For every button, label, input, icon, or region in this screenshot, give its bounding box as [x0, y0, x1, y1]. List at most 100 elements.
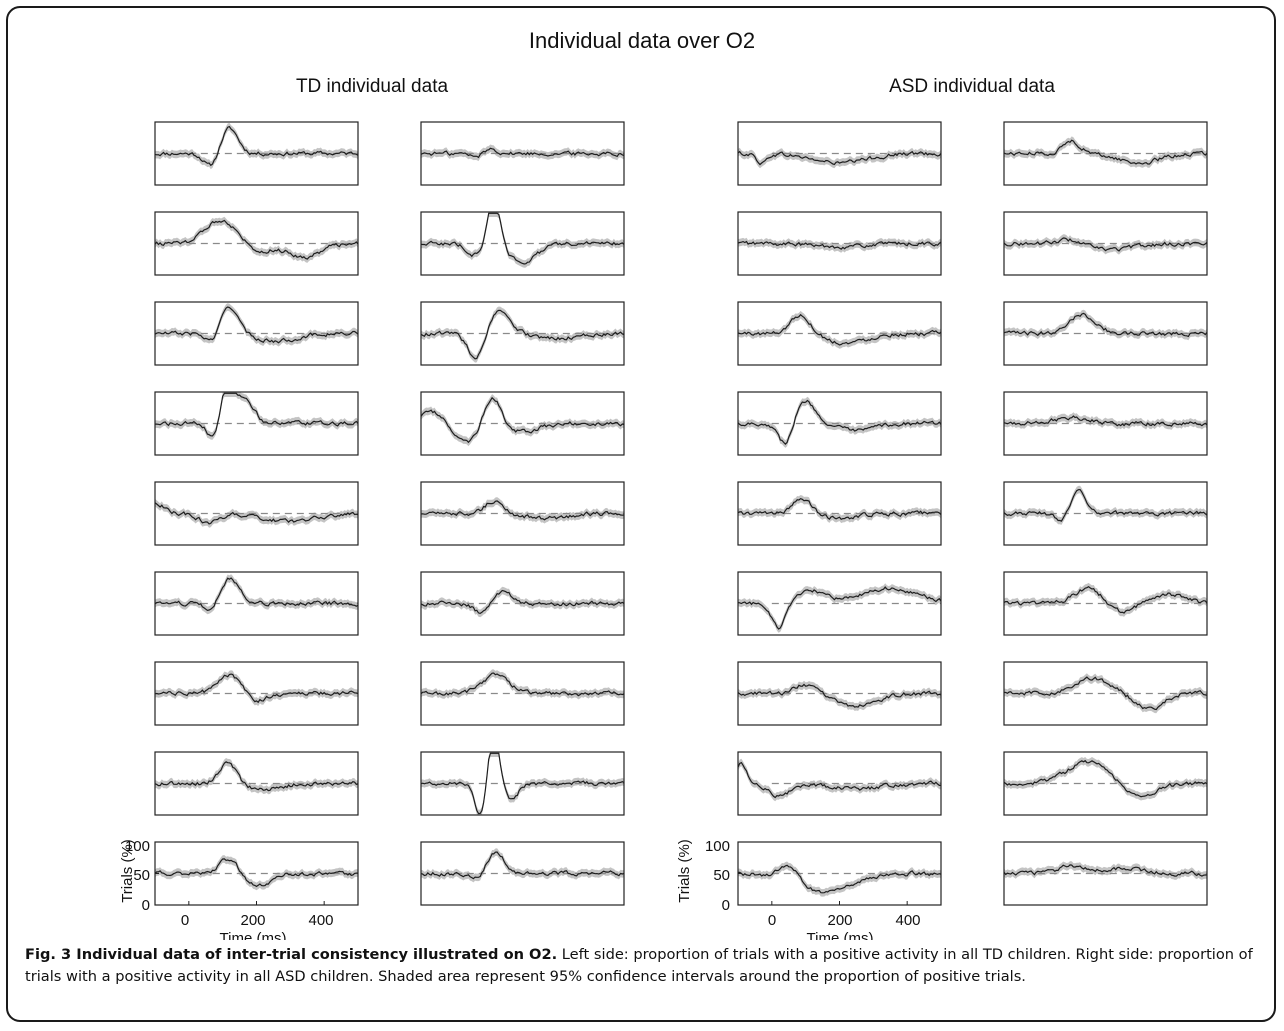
- panel-box: [737, 661, 942, 726]
- series-line: [420, 672, 625, 697]
- series-line: [154, 673, 359, 704]
- series-line: [1003, 312, 1208, 338]
- panel-asd-14: [1003, 661, 1208, 726]
- panel-asd-15: [737, 751, 942, 816]
- panel-asd-13: [737, 661, 942, 726]
- panel-box: [737, 751, 942, 816]
- series-line: [737, 498, 942, 521]
- series-line: [154, 125, 359, 167]
- panel-td-17: [154, 841, 359, 906]
- asd-ytick-50: 50: [713, 867, 730, 884]
- panel-td-2: [420, 121, 625, 186]
- series-line: [154, 577, 359, 612]
- panel-box: [737, 391, 942, 456]
- panel-td-12: [420, 571, 625, 636]
- series-line: [1003, 759, 1208, 798]
- panel-td-13: [154, 661, 359, 726]
- confidence-band: [421, 497, 624, 524]
- panel-box: [1003, 121, 1208, 186]
- confidence-band: [1004, 757, 1207, 801]
- series-line: [154, 858, 358, 888]
- panel-asd-7: [737, 391, 942, 456]
- panel-td-18: [420, 841, 625, 906]
- td-xtick-0: 0: [181, 912, 189, 929]
- series-line: [420, 396, 625, 444]
- panel-box: [154, 211, 359, 276]
- series-line: [737, 761, 941, 799]
- asd-ytick-0: 0: [722, 897, 730, 914]
- confidence-band: [155, 758, 358, 795]
- panel-td-11: [154, 571, 359, 636]
- panel-box: [154, 571, 359, 636]
- figure-caption: Fig. 3 Individual data of inter-trial co…: [25, 944, 1270, 988]
- panel-box: [420, 391, 625, 456]
- panel-box: [737, 211, 942, 276]
- series-line: [154, 502, 359, 525]
- panel-box: [1003, 481, 1208, 546]
- td-xtick-200: 200: [240, 912, 265, 929]
- confidence-band: [738, 396, 941, 448]
- panel-box: [154, 661, 359, 726]
- panel-box: [154, 121, 359, 186]
- series-line: [154, 306, 359, 344]
- panel-box: [420, 211, 625, 276]
- td-xlabel: Time (ms): [220, 930, 287, 940]
- series-line: [1003, 488, 1208, 522]
- confidence-band: [1004, 234, 1207, 255]
- confidence-band: [1004, 309, 1207, 341]
- panel-asd-1: [737, 121, 942, 186]
- panel-box: [737, 301, 942, 366]
- panel-box: [737, 571, 942, 636]
- confidence-band: [738, 680, 941, 711]
- figure-frame: [6, 6, 1276, 1022]
- confidence-band: [421, 306, 624, 363]
- series-line: [1003, 585, 1208, 614]
- panel-td-8: [420, 391, 625, 456]
- panel-box: [420, 841, 625, 906]
- panel-box: [420, 481, 625, 546]
- panel-asd-17: [737, 841, 942, 906]
- confidence-band: [155, 574, 358, 615]
- panel-box: [420, 301, 625, 366]
- panel-td-10: [420, 481, 625, 546]
- series-line: [737, 683, 942, 708]
- asd-axis-annotations: Trials (%) 100 50 0 0 200 400 Time (ms): [676, 838, 921, 940]
- panel-td-4: [420, 211, 625, 276]
- confidence-band: [1004, 485, 1207, 525]
- series-line: [1003, 415, 1208, 427]
- confidence-band: [155, 392, 358, 440]
- series-line: [1003, 676, 1208, 711]
- panel-box: [154, 751, 359, 816]
- confidence-band: [738, 583, 941, 633]
- td-ytick-100: 100: [125, 838, 150, 855]
- confidence-band: [1004, 582, 1207, 617]
- panel-box: [737, 121, 942, 186]
- series-line: [420, 147, 625, 159]
- panel-box: [1003, 211, 1208, 276]
- asd-ytick-100: 100: [705, 838, 730, 855]
- panel-box: [1003, 841, 1208, 906]
- td-ytick-50: 50: [133, 867, 150, 884]
- series-line: [737, 399, 942, 445]
- panel-box: [420, 571, 625, 636]
- panel-td-16: [420, 751, 625, 816]
- panel-td-3: [154, 211, 359, 276]
- panel-td-7: [154, 391, 359, 456]
- panel-box: [1003, 301, 1208, 366]
- confidence-band: [421, 586, 624, 618]
- panel-box: [1003, 391, 1208, 456]
- panel-asd-8: [1003, 391, 1208, 456]
- panel-td-14: [420, 661, 625, 726]
- panel-td-9: [154, 481, 359, 546]
- panel-td-15: [154, 751, 359, 816]
- panel-box: [420, 661, 625, 726]
- series-line: [737, 586, 942, 630]
- td-ylabel: Trials (%): [119, 839, 136, 903]
- caption-label: Fig. 3 Individual data of inter-trial co…: [25, 946, 558, 963]
- confidence-band: [155, 122, 358, 170]
- panel-box: [1003, 661, 1208, 726]
- confidence-band: [421, 848, 624, 883]
- panel-asd-18: [1003, 841, 1208, 906]
- asd-group-title: ASD individual data: [889, 76, 1055, 97]
- series-line: [154, 761, 359, 792]
